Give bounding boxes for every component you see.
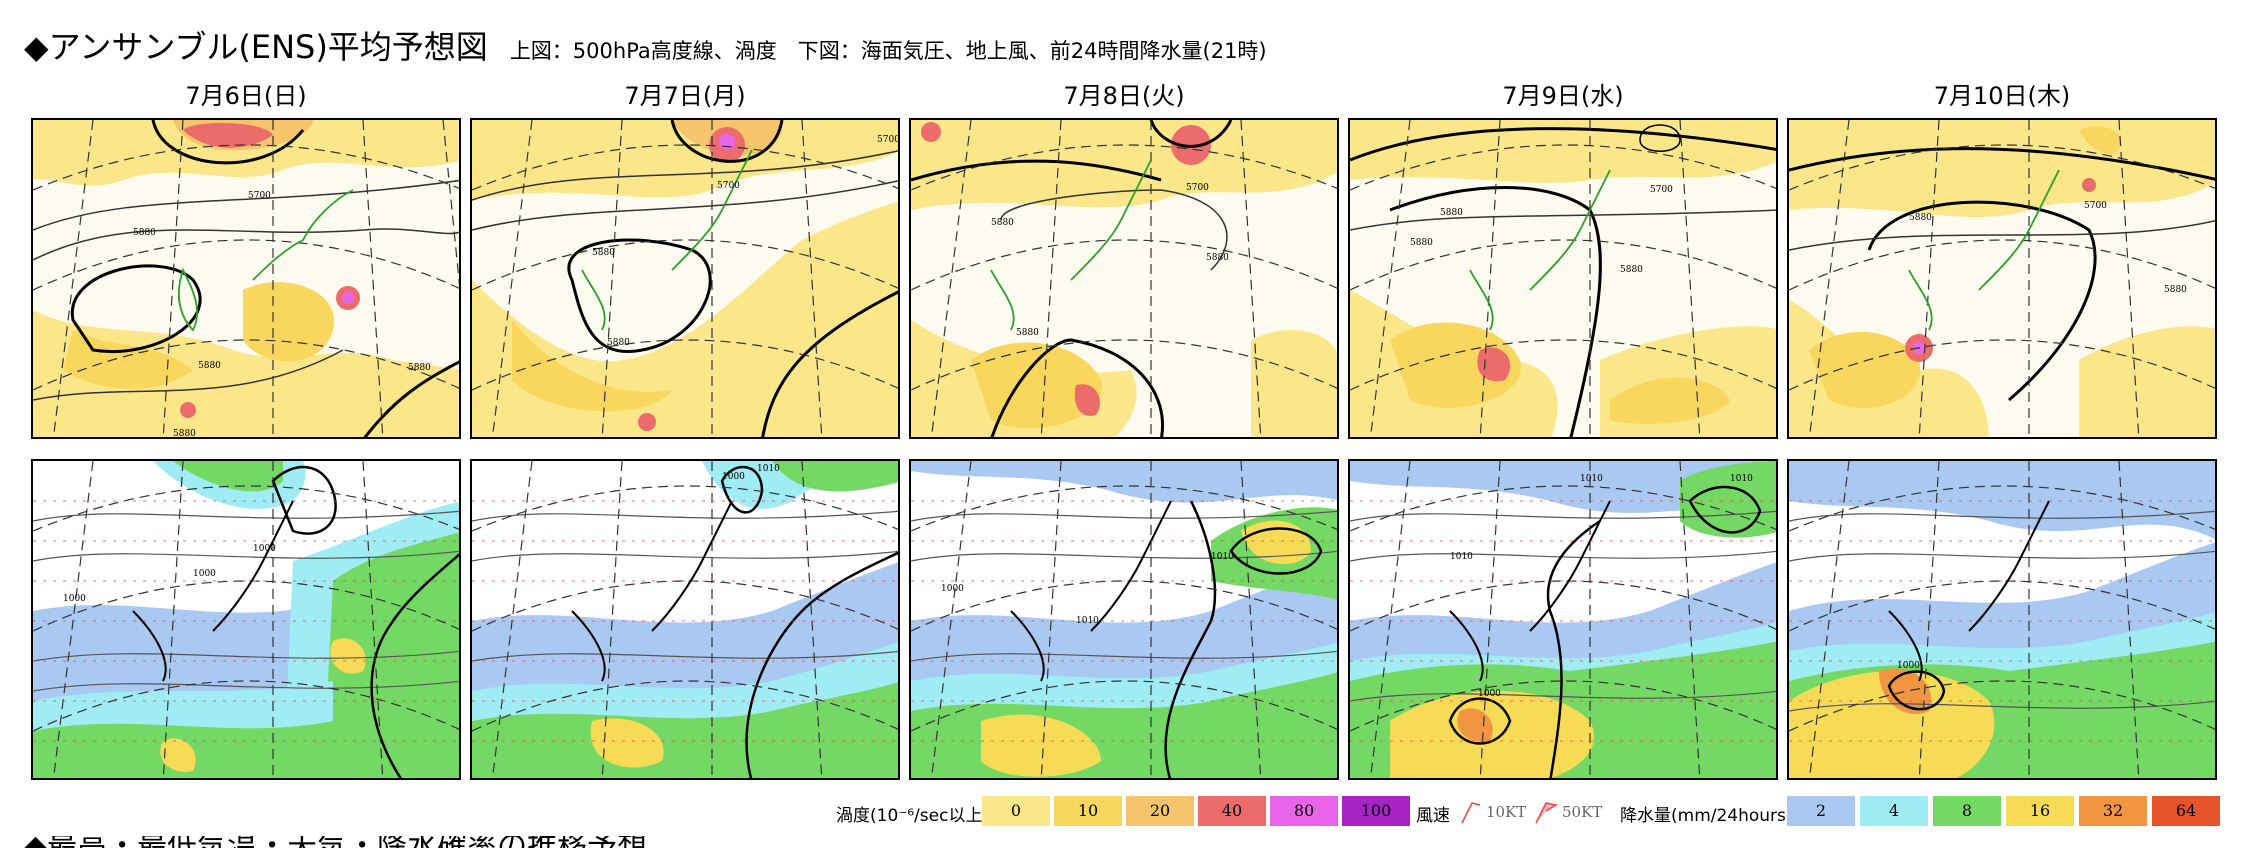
precip-level: 4 — [1860, 796, 1928, 826]
date-label-1: 7月6日(日) — [185, 82, 307, 110]
contour-label: 1010 — [1580, 474, 1603, 484]
upper-map-1: 5700 5880 5880 5880 5880 — [31, 118, 461, 439]
contour-label: 5880 — [1016, 328, 1039, 338]
contour-label: 5880 — [408, 363, 431, 373]
vorticity-level: 0 — [982, 796, 1050, 826]
vorticity-level: 80 — [1270, 796, 1338, 826]
precip-level: 16 — [2006, 796, 2074, 826]
date-label-5: 7月10日(木) — [1933, 82, 2071, 110]
upper-map-5: 5700 5880 5880 — [1787, 118, 2217, 439]
next-section-title: ◆最高・最低気温・天気・降水確率の推移予想 — [24, 836, 984, 848]
contour-label: 5880 — [592, 248, 615, 258]
date-label-4: 7月9日(水) — [1502, 82, 1624, 110]
contour-label: 5880 — [607, 338, 630, 348]
wind-legend-label: 風速 — [1416, 806, 1450, 826]
contour-label: 5880 — [1206, 253, 1229, 263]
legend: 渦度(10⁻⁶/sec以上) 0 10 20 40 80 100 風速 10KT… — [0, 795, 2242, 829]
contour-label: 5880 — [173, 429, 196, 439]
upper-map-4: 5700 5880 5880 5880 — [1348, 118, 1778, 439]
date-label-2: 7月7日(月) — [624, 82, 746, 110]
contour-label: 1010 — [1076, 616, 1099, 626]
wind-barb-10kt-icon — [1461, 802, 1481, 824]
contour-label: 5700 — [1650, 185, 1673, 195]
contour-label: 5880 — [2164, 285, 2187, 295]
contour-label: 5700 — [877, 135, 900, 145]
contour-label: 5880 — [1909, 213, 1932, 223]
vorticity-level: 100 — [1342, 796, 1410, 826]
contour-label: 5880 — [1410, 238, 1433, 248]
vorticity-legend-label: 渦度(10⁻⁶/sec以上) — [836, 806, 990, 826]
contour-label: 5700 — [717, 181, 740, 191]
contour-label: 1000 — [1478, 689, 1501, 699]
wind-10kt-label: 10KT — [1486, 803, 1527, 821]
contour-label: 1000 — [941, 584, 964, 594]
page-title: ◆アンサンブル(ENS)平均予想図 — [24, 28, 488, 66]
contour-label: 5880 — [1620, 265, 1643, 275]
contour-label: 1010 — [1211, 552, 1234, 562]
lower-map-1: 1000 1000 1000 — [31, 459, 461, 780]
vorticity-level: 20 — [1126, 796, 1194, 826]
vorticity-level: 40 — [1198, 796, 1266, 826]
lower-map-2: 1000 1010 — [470, 459, 900, 780]
contour-label: 1000 — [193, 569, 216, 579]
header: ◆アンサンブル(ENS)平均予想図 上図：500hPa高度線、渦度 下図：海面気… — [24, 22, 1267, 68]
upper-map-2: 5700 5700 5880 5880 — [470, 118, 900, 439]
vorticity-level: 10 — [1054, 796, 1122, 826]
contour-label: 5880 — [1440, 208, 1463, 218]
contour-label: 5700 — [2084, 201, 2107, 211]
wind-50kt-key: 50KT — [1530, 797, 1628, 827]
lower-map-3: 1000 1010 1010 — [909, 459, 1339, 780]
precip-legend-label: 降水量(mm/24hours以上) — [1620, 806, 1827, 826]
contour-label: 5700 — [248, 191, 271, 201]
next-section-title-cutoff: ◆最高・最低気温・天気・降水確率の推移予想 — [24, 836, 984, 848]
precip-level: 64 — [2152, 796, 2220, 826]
wind-10kt-key: 10KT — [1456, 797, 1554, 827]
wind-50kt-label: 50KT — [1562, 803, 1603, 821]
contour-label: 5880 — [133, 228, 156, 238]
contour-label: 5880 — [991, 218, 1014, 228]
page-subtitle: 上図：500hPa高度線、渦度 下図：海面気圧、地上風、前24時間降水量(21時… — [509, 39, 1267, 63]
contour-label: 5700 — [1186, 183, 1209, 193]
contour-label: 1010 — [1450, 552, 1473, 562]
lower-map-4: 1010 1010 1000 1010 — [1348, 459, 1778, 780]
contour-label: 1000 — [1897, 661, 1920, 671]
lower-map-5: 1000 — [1787, 459, 2217, 780]
contour-label: 1000 — [63, 594, 86, 604]
contour-label: 1010 — [757, 464, 780, 474]
upper-map-3: 5700 5880 5880 5880 — [909, 118, 1339, 439]
contour-label: 1010 — [1730, 474, 1753, 484]
precip-level: 8 — [1933, 796, 2001, 826]
contour-label: 1000 — [722, 472, 745, 482]
contour-label: 5880 — [198, 361, 221, 371]
contour-label: 1000 — [253, 544, 276, 554]
precip-level: 32 — [2079, 796, 2147, 826]
date-label-3: 7月8日(火) — [1063, 82, 1185, 110]
precip-level: 2 — [1787, 796, 1855, 826]
wind-barb-50kt-icon — [1535, 802, 1559, 824]
